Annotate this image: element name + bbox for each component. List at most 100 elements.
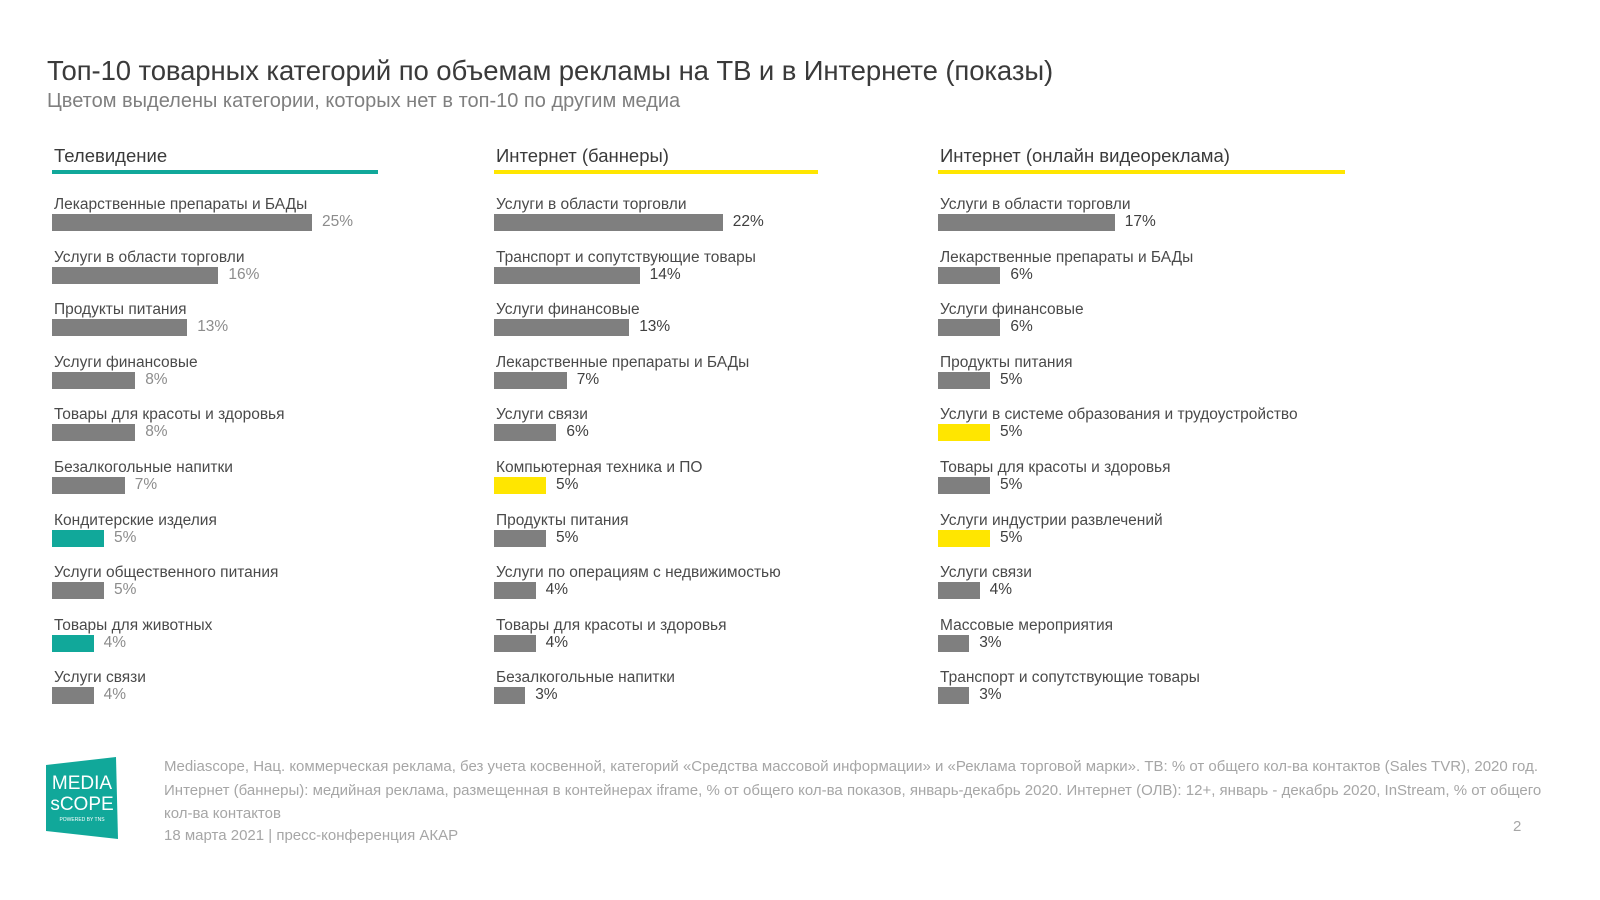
bar — [494, 266, 640, 284]
bar — [494, 214, 723, 231]
bar-value-label: 25% — [322, 213, 354, 230]
category-label: Товары для красоты и здоровья — [496, 616, 727, 634]
category-label: Услуги финансовые — [940, 301, 1084, 319]
bar-row: Услуги связи 4% — [938, 564, 1378, 616]
bar-highlighted — [938, 424, 990, 442]
bar-value-label: 3% — [979, 686, 1002, 704]
chart-title: Телевидение — [54, 145, 168, 166]
bar-value-label: 6% — [1010, 318, 1033, 336]
bar-value-label: 16% — [228, 265, 260, 283]
bar — [494, 319, 630, 337]
bar-value-label: 4% — [545, 581, 568, 599]
bar-row: Массовые мероприятия 3% — [938, 617, 1378, 669]
bar-value-label: 4% — [103, 686, 126, 704]
category-label: Продукты питания — [496, 511, 629, 529]
bar-row: Услуги общественного питания 5% — [52, 564, 492, 616]
bar-row: Кондитерские изделия 5% — [52, 512, 492, 564]
category-label: Услуги финансовые — [54, 353, 198, 371]
category-label: Лекарственные препараты и БАДы — [54, 196, 308, 213]
bar-row: Лекарственные препараты и БАДы 25% — [52, 196, 492, 248]
bar-value-label: 4% — [989, 581, 1012, 599]
bar-value-label: 14% — [649, 265, 681, 283]
bar-row: Товары для животных 4% — [52, 617, 492, 669]
bar-value-label: 6% — [1010, 265, 1033, 283]
category-label: Услуги связи — [54, 669, 146, 687]
bar — [52, 371, 136, 389]
logo-text-scope: sCOPE — [50, 794, 113, 815]
bar-row: Продукты питания 5% — [494, 512, 934, 564]
bar — [938, 214, 1115, 231]
category-label: Транспорт и сопутствующие товары — [496, 248, 756, 266]
page-subtitle: Цветом выделены категории, которых нет в… — [47, 90, 681, 112]
bar — [938, 687, 970, 705]
bar — [938, 634, 970, 652]
bar-value-label: 5% — [1000, 423, 1023, 441]
category-label: Товары для красоты и здоровья — [54, 406, 285, 424]
bar-row: Услуги финансовые 8% — [52, 354, 492, 406]
category-label: Продукты питания — [54, 301, 187, 319]
bar-value-label: 22% — [732, 213, 764, 230]
bar-row: Услуги в области торговли 16% — [52, 249, 492, 301]
bar-value-label: 13% — [639, 318, 671, 336]
bar-value-label: 5% — [556, 528, 579, 546]
bar-row: Транспорт и сопутствующие товары 14% — [494, 249, 934, 301]
bar-value-label: 4% — [103, 633, 126, 651]
category-label: Услуги связи — [940, 564, 1032, 582]
chart-title-underline — [494, 170, 818, 174]
category-label: Безалкогольные напитки — [54, 459, 233, 476]
footer-date-event: 18 марта 2021 | пресс-конференция АКАР — [164, 827, 459, 844]
bar-row: Компьютерная техника и ПО 5% — [494, 459, 934, 511]
bar-row: Услуги в области торговли 17% — [938, 196, 1378, 248]
category-label: Товары для красоты и здоровья — [940, 459, 1171, 476]
bar-highlighted — [494, 477, 546, 494]
bar-highlighted — [52, 634, 94, 652]
category-label: Кондитерские изделия — [54, 511, 217, 529]
source-footnote: Mediascope, Нац. коммерческая реклама, б… — [164, 758, 1542, 822]
bar-value-label: 5% — [1000, 476, 1023, 493]
bar-row: Безалкогольные напитки 7% — [52, 459, 492, 511]
logo-text-media: MEDIA — [52, 773, 113, 794]
bar — [494, 582, 536, 600]
category-label: Лекарственные препараты и БАДы — [940, 248, 1194, 266]
bar-row: Товары для красоты и здоровья 8% — [52, 406, 492, 458]
bar — [938, 477, 990, 494]
page-title: Топ-10 товарных категорий по объемам рек… — [47, 55, 1054, 86]
chart-title: Интернет (онлайн видеореклама) — [940, 145, 1230, 166]
category-label: Услуги финансовые — [496, 301, 640, 319]
bar-value-label: 6% — [566, 423, 589, 441]
bar-row: Продукты питания 5% — [938, 354, 1378, 406]
bar-highlighted — [52, 529, 104, 547]
category-label: Транспорт и сопутствующие товары — [940, 669, 1200, 687]
chart-title: Интернет (баннеры) — [496, 145, 669, 166]
bar — [494, 371, 567, 389]
bar — [938, 266, 1001, 284]
category-label: Услуги индустрии развлечений — [940, 511, 1163, 529]
bar-row: Лекарственные препараты и БАДы 6% — [938, 249, 1378, 301]
bar-value-label: 8% — [145, 423, 168, 441]
bar-row: Транспорт и сопутствующие товары 3% — [938, 669, 1378, 721]
bar — [52, 319, 188, 337]
bar-row: Безалкогольные напитки 3% — [494, 669, 934, 721]
bar-row: Товары для красоты и здоровья 4% — [494, 617, 934, 669]
page-number: 2 — [1513, 818, 1522, 835]
bar — [52, 424, 136, 442]
bar-value-label: 7% — [134, 476, 158, 493]
bar — [52, 266, 219, 284]
category-label: Компьютерная техника и ПО — [496, 459, 703, 476]
category-label: Услуги связи — [496, 406, 588, 424]
bar-highlighted — [938, 529, 990, 547]
category-label: Продукты питания — [940, 353, 1073, 371]
category-label: Лекарственные препараты и БАДы — [496, 353, 750, 371]
category-label: Товары для животных — [54, 616, 213, 634]
bar-value-label: 8% — [145, 370, 168, 388]
category-label: Услуги общественного питания — [54, 564, 279, 582]
category-label: Услуги в области торговли — [54, 248, 245, 266]
bar — [494, 529, 546, 547]
bar-row: Товары для красоты и здоровья 5% — [938, 459, 1378, 511]
bar-row: Продукты питания 13% — [52, 301, 492, 353]
bar — [52, 687, 94, 705]
category-label: Услуги в системе образования и трудоустр… — [940, 406, 1298, 424]
bar — [52, 214, 312, 231]
bar — [938, 371, 990, 389]
bar-value-label: 5% — [114, 581, 137, 599]
